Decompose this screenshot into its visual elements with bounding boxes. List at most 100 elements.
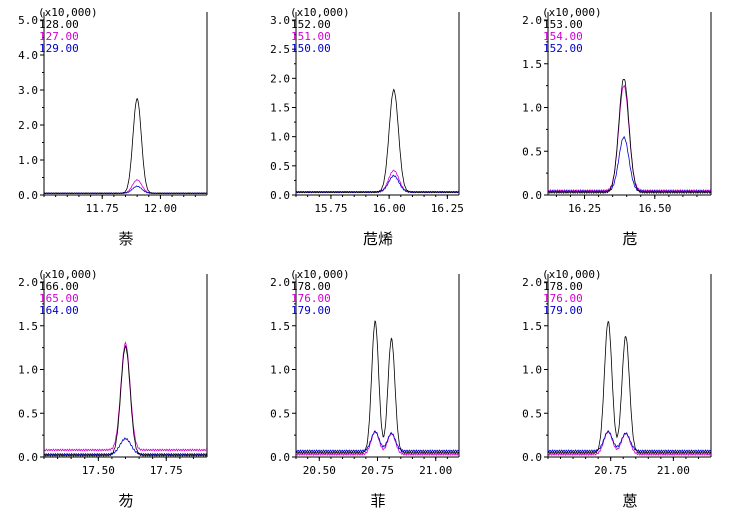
legend-entry: 153.00 <box>543 18 583 31</box>
y-tick-label: 0.5 <box>270 160 290 173</box>
series-trace <box>547 320 712 455</box>
compound-name: 苊 <box>622 230 638 248</box>
y-tick-label: 0.0 <box>18 451 38 464</box>
y-tick-label: 0.0 <box>18 189 38 202</box>
legend-entry: 179.00 <box>291 304 331 317</box>
chromatogram-svg: (x10,000) 0.0 0.5 1.0 1.5 2.0 2.5 3.0 15.75 16.00… <box>270 6 464 215</box>
y-tick-label: 5.0 <box>18 14 38 27</box>
chromatogram-panel: (x10,000) 0.0 0.5 1.0 1.5 2.0 16.25 16.50 153.00… <box>504 0 756 262</box>
y-tick-label: 0.0 <box>270 189 290 202</box>
series-trace <box>295 320 460 455</box>
series-trace <box>295 88 460 194</box>
series-trace <box>547 78 712 194</box>
x-tick-label: 21.00 <box>419 464 452 477</box>
x-tick-label: 20.75 <box>594 464 627 477</box>
y-multiplier-label: (x10,000) <box>38 268 98 281</box>
y-tick-label: 2.0 <box>270 276 290 289</box>
y-tick-label: 1.5 <box>18 320 38 333</box>
chromatogram-svg: (x10,000) 0.0 0.5 1.0 1.5 2.0 17.50 17.75 166.00… <box>18 268 208 477</box>
chromatogram-panel: (x10,000) 0.0 0.5 1.0 1.5 2.0 20.50 20.75 21.00 1… <box>252 262 504 524</box>
legend-entry: 164.00 <box>39 304 79 317</box>
y-tick-label: 2.0 <box>18 119 38 132</box>
series-trace <box>43 341 208 452</box>
chromatogram-svg: (x10,000) 0.0 1.0 2.0 3.0 4.0 5.0 11.75 12.00 128… <box>18 6 208 215</box>
series-trace <box>43 344 208 457</box>
y-tick-label: 1.0 <box>270 131 290 144</box>
x-tick-label: 12.00 <box>144 202 177 215</box>
series-trace <box>43 98 208 195</box>
x-tick-label: 16.25 <box>568 202 601 215</box>
legend-entry: 176.00 <box>291 292 331 305</box>
compound-name: 苊烯 <box>362 230 393 248</box>
chromatogram-panel: (x10,000) 0.0 0.5 1.0 1.5 2.0 17.50 17.75 166.00… <box>0 262 252 524</box>
x-tick-label: 11.75 <box>86 202 119 215</box>
series-trace <box>295 169 460 194</box>
chromatogram-panel: (x10,000) 0.0 0.5 1.0 1.5 2.0 2.5 3.0 15.75 16.00… <box>252 0 504 262</box>
y-tick-label: 1.0 <box>522 364 542 377</box>
legend-entry: 128.00 <box>39 18 79 31</box>
y-tick-label: 1.5 <box>522 320 542 333</box>
y-tick-label: 1.5 <box>270 320 290 333</box>
series-trace <box>43 437 208 456</box>
legend-entry: 150.00 <box>291 42 331 55</box>
y-tick-label: 3.0 <box>270 14 290 27</box>
y-tick-label: 1.0 <box>18 364 38 377</box>
y-multiplier-label: (x10,000) <box>290 268 350 281</box>
chromatogram-svg: (x10,000) 0.0 0.5 1.0 1.5 2.0 16.25 16.50 153.00… <box>522 6 712 215</box>
y-tick-label: 2.5 <box>270 43 290 56</box>
x-tick-label: 16.25 <box>431 202 464 215</box>
compound-name: 芴 <box>118 492 134 510</box>
y-tick-label: 0.5 <box>522 407 542 420</box>
y-multiplier-label: (x10,000) <box>38 6 98 19</box>
series-trace <box>547 136 712 194</box>
y-tick-label: 2.0 <box>270 72 290 85</box>
y-tick-label: 2.0 <box>522 276 542 289</box>
y-tick-label: 0.0 <box>522 451 542 464</box>
x-tick-label: 15.75 <box>314 202 347 215</box>
legend-entry: 151.00 <box>291 30 331 43</box>
y-tick-label: 1.5 <box>522 58 542 71</box>
y-tick-label: 0.5 <box>522 145 542 158</box>
y-tick-label: 0.0 <box>270 451 290 464</box>
y-tick-label: 2.0 <box>18 276 38 289</box>
compound-name: 萘 <box>118 230 134 248</box>
series-trace <box>295 174 460 194</box>
y-tick-label: 2.0 <box>522 14 542 27</box>
y-tick-label: 4.0 <box>18 49 38 62</box>
x-tick-label: 17.50 <box>82 464 115 477</box>
chromatogram-svg: (x10,000) 0.0 0.5 1.0 1.5 2.0 20.75 21.00 178.00… <box>522 268 712 477</box>
y-tick-label: 1.0 <box>522 102 542 115</box>
legend-entry: 129.00 <box>39 42 79 55</box>
legend-entry: 166.00 <box>39 280 79 293</box>
x-tick-label: 16.00 <box>373 202 406 215</box>
x-tick-label: 21.00 <box>657 464 690 477</box>
legend-entry: 154.00 <box>543 30 583 43</box>
y-tick-label: 0.0 <box>522 189 542 202</box>
legend-entry: 179.00 <box>543 304 583 317</box>
y-tick-label: 3.0 <box>18 84 38 97</box>
y-multiplier-label: (x10,000) <box>542 268 602 281</box>
legend-entry: 178.00 <box>291 280 331 293</box>
x-tick-label: 17.75 <box>150 464 183 477</box>
y-tick-label: 0.5 <box>18 407 38 420</box>
y-multiplier-label: (x10,000) <box>542 6 602 19</box>
compound-name: 菲 <box>370 492 386 510</box>
x-tick-label: 20.50 <box>303 464 336 477</box>
legend-entry: 127.00 <box>39 30 79 43</box>
y-multiplier-label: (x10,000) <box>290 6 350 19</box>
compound-name: 蒽 <box>622 492 638 510</box>
chromatogram-panel: (x10,000) 0.0 0.5 1.0 1.5 2.0 20.75 21.00 178.00… <box>504 262 756 524</box>
y-tick-label: 0.5 <box>270 407 290 420</box>
y-tick-label: 1.0 <box>18 154 38 167</box>
legend-entry: 178.00 <box>543 280 583 293</box>
legend-entry: 152.00 <box>291 18 331 31</box>
series-trace <box>547 84 712 193</box>
legend-entry: 152.00 <box>543 42 583 55</box>
y-tick-label: 1.0 <box>270 364 290 377</box>
legend-entry: 176.00 <box>543 292 583 305</box>
series-trace <box>295 430 460 453</box>
x-tick-label: 20.75 <box>361 464 394 477</box>
series-trace <box>547 429 712 453</box>
chromatogram-panel: (x10,000) 0.0 1.0 2.0 3.0 4.0 5.0 11.75 12.00 128… <box>0 0 252 262</box>
